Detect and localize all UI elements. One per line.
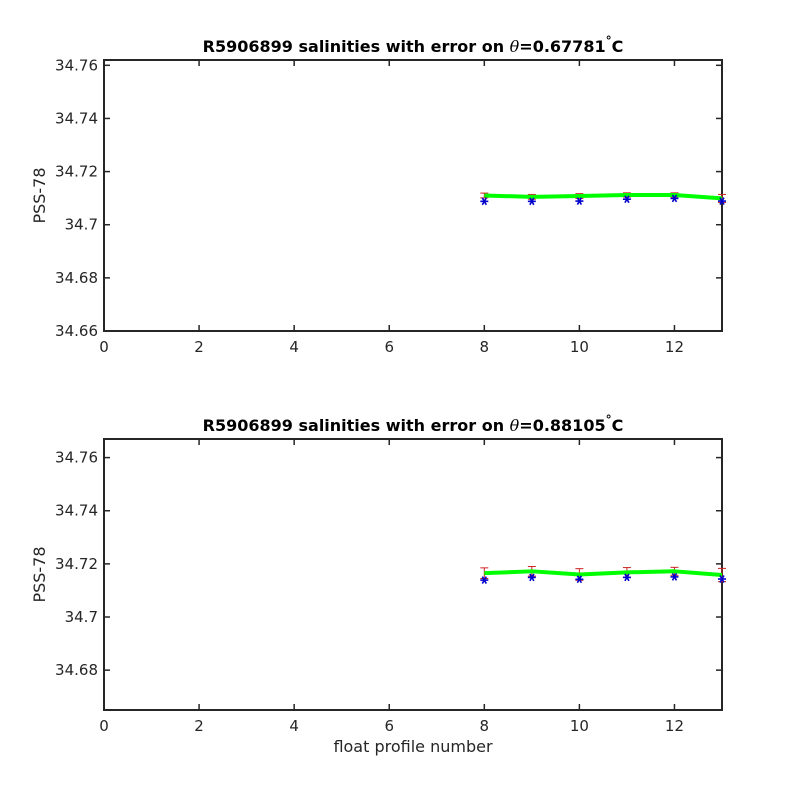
- x-tick-label: 10: [570, 338, 589, 356]
- observed-point: [670, 194, 679, 203]
- x-tick-label: 6: [384, 338, 394, 356]
- title-part-unit: C: [612, 37, 624, 56]
- title-part-prefix: R5906899 salinities with error on: [203, 416, 510, 435]
- y-tick-label: 34.7: [65, 608, 98, 626]
- chart-title: R5906899 salinities with error on θ=0.88…: [203, 413, 624, 435]
- title-part-value: =0.67781: [519, 37, 605, 56]
- x-tick-label: 4: [289, 717, 299, 735]
- y-tick-label: 34.74: [55, 109, 98, 127]
- y-tick-label: 34.74: [55, 502, 98, 520]
- observed-point: [480, 576, 489, 584]
- y-tick-label: 34.76: [55, 56, 98, 74]
- x-tick-label: 4: [289, 338, 299, 356]
- observed-point: [527, 197, 536, 206]
- y-tick-label: 34.68: [55, 661, 98, 679]
- x-tick-label: 0: [99, 717, 109, 735]
- title-part-prefix: R5906899 salinities with error on: [203, 37, 510, 56]
- observed-point: [718, 197, 726, 205]
- title-part-degree: °: [606, 34, 612, 48]
- title-part-degree: °: [606, 413, 612, 427]
- y-tick-label: 34.72: [55, 555, 98, 573]
- x-tick-label: 8: [480, 717, 490, 735]
- x-tick-label: 2: [194, 338, 204, 356]
- fitted-salinity-line: [484, 569, 723, 578]
- x-tick-label: 2: [194, 717, 204, 735]
- y-tick-label: 34.7: [65, 216, 98, 234]
- observed-point: [527, 573, 536, 582]
- title-part-value: =0.88105: [519, 416, 605, 435]
- x-tick-label: 0: [99, 338, 109, 356]
- fitted-salinity-line: [484, 192, 723, 201]
- panel-2: 0 2 4 6 8 10 12 34.68 34.7 34.72 34.74 34.76 PSS-78 R…: [30, 413, 726, 735]
- observed-point: [575, 575, 584, 584]
- observed-point: [622, 195, 631, 204]
- x-tick-label: 6: [384, 717, 394, 735]
- panels: 0 2 4 6 8 10 1234.6634.6834.734.7234.7434.76PS…: [30, 34, 726, 735]
- observed-point: [622, 573, 631, 582]
- y-tick-label: 34.66: [55, 322, 98, 340]
- title-part-unit: C: [612, 416, 624, 435]
- x-tick-label: 12: [665, 338, 684, 356]
- y-tick-label: 34.76: [55, 449, 98, 467]
- panel-1: 0 2 4 6 8 10 12 34.66 34.68 34.7 34.72 34.74 34.76 PS…: [30, 34, 726, 356]
- x-tick-label: 12: [665, 717, 684, 735]
- observed-point: [670, 573, 679, 581]
- title-part-theta: θ: [510, 37, 520, 56]
- observed-point: [718, 575, 726, 583]
- observed-point: [575, 197, 584, 205]
- x-tick-label: 10: [570, 717, 589, 735]
- observed-point: [480, 197, 489, 206]
- y-axis-label: PSS-78: [30, 546, 49, 602]
- x-axis-label: float profile number: [333, 737, 493, 756]
- x-tick-label: 8: [480, 338, 490, 356]
- y-tick-label: 34.72: [55, 163, 98, 181]
- y-axis-label: PSS-78: [30, 167, 49, 223]
- title-part-theta: θ: [510, 416, 520, 435]
- y-tick-label: 34.68: [55, 269, 98, 287]
- chart-title: R5906899 salinities with error on θ=0.67…: [203, 34, 624, 56]
